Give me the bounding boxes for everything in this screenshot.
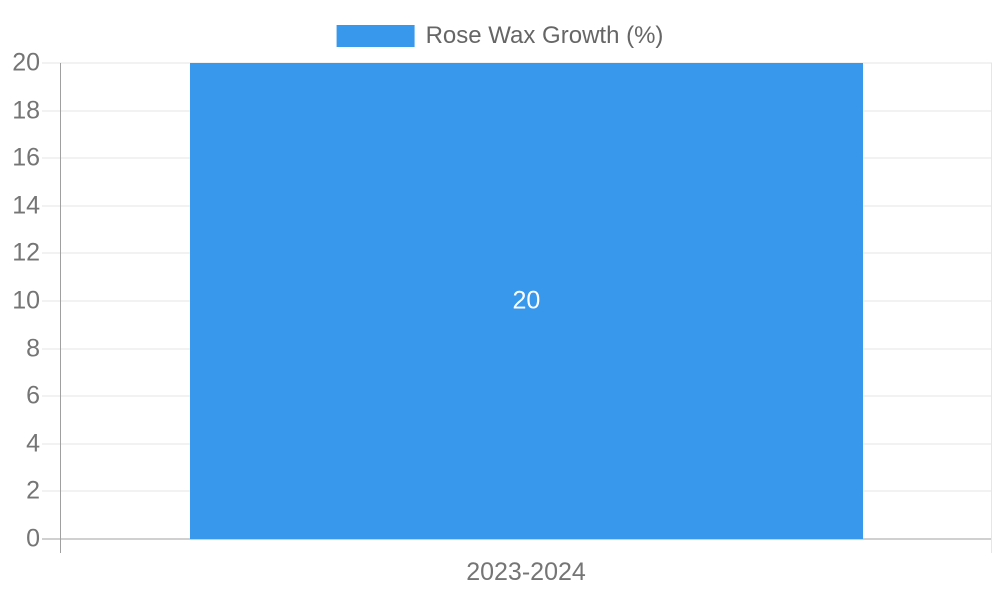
y-tick-label: 14 [12, 191, 40, 220]
legend[interactable]: Rose Wax Growth (%) [336, 22, 664, 50]
y-tick-mark [42, 348, 60, 350]
y-tick-label: 20 [12, 48, 40, 77]
y-tick-mark [42, 205, 60, 207]
plot-right-boundary-line [991, 63, 992, 553]
y-tick-mark [42, 490, 60, 492]
y-tick-label: 2 [26, 476, 40, 505]
legend-label: Rose Wax Growth (%) [425, 22, 664, 49]
y-tick-mark [42, 157, 60, 159]
y-tick-label: 8 [26, 334, 40, 363]
legend-swatch [336, 25, 415, 47]
y-tick-mark [42, 395, 60, 397]
y-tick-mark [42, 110, 60, 112]
y-tick-label: 6 [26, 381, 40, 410]
bar-value-label: 20 [512, 286, 541, 315]
y-tick-mark [42, 300, 60, 302]
y-tick-mark [42, 538, 60, 540]
bar-2023-2024[interactable]: 20 [190, 63, 863, 539]
y-tick-mark [42, 252, 60, 254]
y-tick-mark [42, 443, 60, 445]
x-tick-label: 2023-2024 [466, 558, 586, 586]
y-tick-label: 10 [12, 286, 40, 315]
y-tick-label: 12 [12, 238, 40, 267]
plot-area: 0 2 4 6 8 10 12 14 16 18 20 20 2023-2024 [12, 50, 992, 586]
y-tick-label: 0 [26, 524, 40, 553]
y-tick-label: 16 [12, 143, 40, 172]
y-tick-label: 18 [12, 96, 40, 125]
y-axis-line [60, 63, 61, 553]
x-axis-baseline [60, 538, 992, 540]
y-tick-label: 4 [26, 429, 40, 458]
y-tick-mark [42, 62, 60, 64]
